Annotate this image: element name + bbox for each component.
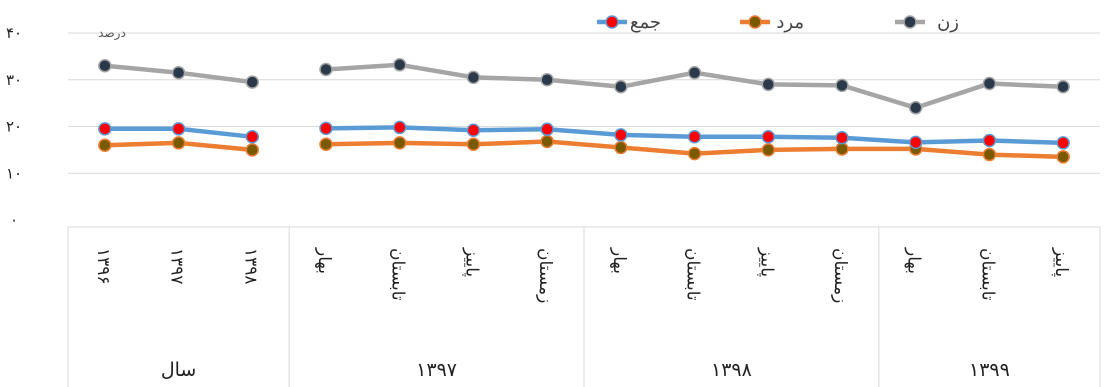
x-tick-label: پاییز (1051, 247, 1071, 277)
data-point (982, 147, 997, 162)
data-point (761, 130, 776, 144)
legend: زن مرد جمع (597, 12, 959, 33)
data-point (540, 134, 554, 149)
x-tick-label: ۱۳۹۶ (93, 248, 113, 285)
x-tick-label: زمستان (830, 248, 850, 303)
legend-label: مرد (776, 12, 804, 33)
x-group-label: ۱۳۹۹ (969, 359, 1010, 381)
data-point (1056, 136, 1070, 150)
data-point (687, 146, 702, 161)
legend-swatch-marker (903, 15, 917, 29)
data-point (171, 122, 186, 136)
data-point (98, 138, 112, 152)
y-tick-label: ۴۰ (6, 24, 22, 42)
series-جمع (98, 120, 1070, 150)
data-point (98, 122, 112, 136)
series-مرد (98, 134, 1070, 164)
series-زن (98, 58, 1070, 115)
data-point (245, 143, 260, 157)
data-point (319, 62, 333, 77)
data-point (687, 65, 702, 80)
x-group-label: سال (161, 359, 197, 381)
x-tick-label: تابستان (683, 248, 703, 301)
data-point (761, 77, 776, 92)
data-point (245, 130, 260, 144)
data-point (614, 140, 628, 155)
data-point (319, 121, 333, 136)
data-point (466, 123, 481, 137)
data-point (245, 75, 260, 89)
data-point (614, 128, 628, 142)
data-point (1056, 150, 1070, 164)
data-point (540, 122, 554, 137)
x-tick-label: ۱۳۹۸ (240, 248, 260, 285)
x-group-label: ۱۳۹۸ (711, 359, 752, 381)
legend-label: جمع (630, 12, 661, 33)
data-point (171, 65, 186, 80)
data-point (466, 137, 481, 152)
x-tick-label: پاییز (756, 247, 776, 277)
legend-item: جمع (597, 12, 661, 33)
data-point (835, 78, 849, 93)
x-tick-label: ۱۳۹۷ (167, 248, 187, 285)
legend-item: مرد (740, 12, 804, 33)
data-point (761, 143, 776, 157)
y-axis-ticks: ۰ ۱۰ ۲۰ ۳۰ ۴۰ (6, 24, 22, 229)
y-tick-label: ۱۰ (6, 164, 22, 182)
data-point (392, 120, 407, 135)
data-point (835, 142, 849, 156)
data-point (908, 101, 923, 115)
legend-item: زن (895, 12, 959, 33)
y-axis-unit-label: درصد (98, 26, 126, 41)
y-tick-label: ۰ (10, 211, 18, 229)
x-tick-label: زمستان (535, 248, 555, 303)
x-tick-label: بهار (314, 247, 334, 274)
legend-label: زن (937, 12, 959, 33)
legend-swatch-marker (748, 15, 762, 29)
data-point (982, 133, 997, 148)
x-tick-label: بهار (609, 247, 629, 274)
x-tick-label: تابستان (977, 248, 997, 301)
category-axis: ۱۳۹۶ ۱۳۹۷ ۱۳۹۸ بهار تابستان پاییز زمستان بهار تا… (67, 226, 1101, 387)
y-tick-label: ۳۰ (6, 71, 22, 89)
data-point (392, 136, 407, 150)
data-point (319, 137, 333, 152)
x-tick-label: بهار (904, 247, 924, 274)
data-point (614, 80, 628, 94)
data-point (1056, 80, 1070, 94)
data-point (171, 136, 186, 150)
x-group-label: ۱۳۹۷ (416, 359, 457, 381)
data-point (466, 70, 481, 85)
data-point (98, 58, 112, 73)
x-tick-label: تابستان (388, 248, 408, 301)
data-point (392, 58, 407, 72)
legend-swatch-marker (605, 15, 619, 29)
data-point (835, 130, 849, 145)
data-point (908, 135, 923, 150)
data-point (540, 73, 554, 87)
data-point (687, 130, 702, 144)
data-point (982, 76, 997, 91)
y-tick-label: ۲۰ (6, 118, 22, 136)
series-lines (98, 58, 1070, 164)
x-tick-label: پاییز (461, 247, 481, 277)
